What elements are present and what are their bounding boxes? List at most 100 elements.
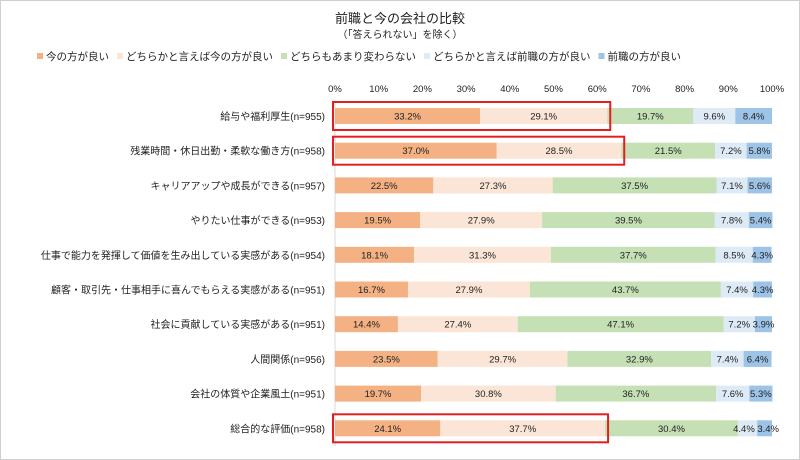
bar-segment	[335, 420, 441, 437]
x-tick-label: 70%	[631, 84, 651, 95]
legend-swatch	[598, 53, 605, 59]
bar-row: 総合的な評価(n=958) 24.1% 37.7% 30.4% 4.4% 3.4%	[230, 413, 780, 444]
data-label: 8.5%	[723, 250, 745, 261]
bar-segment	[720, 281, 754, 298]
bar-segment	[433, 177, 553, 194]
data-label: 33.2%	[394, 112, 421, 123]
chart-title: 前職と今の会社の比較	[335, 11, 465, 26]
bar-segment	[607, 108, 694, 124]
bar-segment	[552, 177, 717, 194]
legend-label: どちらもあまり変わらない	[290, 50, 416, 63]
legend-item: どちらもあまり変わらない	[281, 50, 416, 63]
data-label: 18.1%	[361, 250, 388, 261]
data-label: 37.0%	[402, 146, 429, 157]
category-label: 残業時間・休日出勤・柔軟な働き方(n=958)	[130, 145, 325, 158]
x-tick-label: 40%	[500, 84, 520, 95]
data-label: 5.3%	[750, 389, 772, 400]
bar-row: 顧客・取引先・仕事相手に喜んでもらえる実感がある(n=951) 16.7% 27.9…	[51, 281, 774, 298]
data-label: 24.1%	[374, 424, 401, 435]
bar-segment	[335, 212, 421, 229]
bar-segment	[335, 246, 415, 263]
bar-segment	[414, 246, 551, 263]
bar-segment	[754, 316, 772, 333]
data-label: 37.7%	[620, 250, 647, 261]
bar-segment	[716, 385, 750, 402]
data-label: 27.9%	[468, 216, 495, 227]
category-label: 人間関係(n=956)	[250, 354, 325, 366]
category-label: 会社の体質や企業風土(n=951)	[190, 388, 325, 401]
bar-segment	[407, 281, 530, 298]
legend-item: どちらかと言えば今の方が良い	[117, 50, 273, 63]
legend-swatch	[117, 53, 123, 59]
data-label: 39.5%	[615, 216, 642, 227]
bar-segment	[567, 350, 712, 367]
data-label: 27.3%	[480, 181, 507, 192]
x-tick-label: 20%	[413, 84, 433, 95]
bar-segment	[715, 246, 753, 263]
bar-row: やりたい仕事ができる(n=953) 19.5% 27.9% 39.5% 7.8% 5.4%	[190, 212, 773, 229]
bar-segment	[735, 108, 772, 124]
bar-row: キャリアアップや成長ができる(n=957) 22.5% 27.3% 37.5% 7.1%…	[150, 177, 772, 194]
category-label: 仕事で能力を発揮して価値を生み出している実感がある(n=954)	[41, 249, 325, 262]
bar-segment	[715, 142, 747, 159]
data-label: 32.9%	[626, 354, 653, 365]
data-label: 14.4%	[353, 320, 380, 331]
x-tick-label: 60%	[588, 84, 608, 95]
highlight-box	[332, 101, 612, 131]
data-label: 7.8%	[721, 216, 743, 227]
legend-label: 前職の方が良い	[608, 50, 682, 63]
bar-segment	[737, 420, 758, 437]
bar-segment	[335, 350, 438, 367]
bar-segment	[757, 420, 772, 437]
data-label: 7.4%	[717, 354, 739, 365]
chart-subtitle: （「答えられない」を除く）	[338, 28, 463, 41]
data-label: 37.7%	[509, 424, 536, 435]
bar-segment	[335, 177, 434, 194]
bar-segment	[752, 246, 772, 263]
bar-row: 会社の体質や企業風土(n=951) 19.7% 30.8% 36.7% 7.6% 5.3%	[190, 385, 773, 402]
bar-segment	[723, 316, 755, 333]
bar-segment	[335, 385, 422, 402]
data-label: 19.7%	[365, 389, 392, 400]
x-tick-label: 50%	[544, 84, 564, 95]
bar-row: 人間関係(n=956) 23.5% 29.7% 32.9% 7.4% 6.4%	[250, 350, 772, 367]
plot-area: 給与や福利厚生(n=955) 33.2% 29.1% 19.7% 9.6% 8.4% 残業時…	[41, 101, 780, 444]
x-tick-label: 100%	[760, 84, 785, 95]
legend-swatch	[424, 53, 430, 59]
category-label: 顧客・取引先・仕事相手に喜んでもらえる実感がある(n=951)	[51, 284, 325, 297]
bar-segment	[746, 142, 772, 159]
bar-segment	[335, 281, 408, 298]
bar-row: 社会に貢献している実感がある(n=951) 14.4% 27.4% 47.1% 7.2%…	[151, 316, 775, 333]
data-label: 5.8%	[748, 146, 770, 157]
bar-segment	[335, 316, 398, 333]
data-label: 47.1%	[607, 320, 634, 331]
x-tick-label: 0%	[328, 84, 342, 95]
data-label: 37.5%	[621, 181, 648, 192]
data-label: 28.5%	[545, 146, 572, 157]
legend-label: 今の方が良い	[46, 50, 109, 63]
bar-segment	[748, 212, 773, 229]
data-label: 23.5%	[373, 354, 400, 365]
data-label: 21.5%	[655, 146, 682, 157]
legend-swatch	[281, 53, 287, 59]
data-label: 7.6%	[722, 389, 744, 400]
legend: 今の方が良い どちらかと言えば今の方が良い どちらもあまり変わらない どちらかと言えば…	[37, 50, 681, 63]
x-tick-label: 10%	[369, 84, 389, 95]
data-label: 3.9%	[753, 320, 775, 331]
bar-segment	[517, 316, 724, 333]
data-label: 5.6%	[749, 181, 771, 192]
legend-swatch	[37, 53, 43, 59]
bar-segment	[440, 420, 606, 437]
x-tick-label: 30%	[457, 84, 477, 95]
bar-segment	[555, 385, 717, 402]
data-label: 19.5%	[364, 216, 391, 227]
data-label: 9.6%	[703, 112, 725, 123]
bar-row: 給与や福利厚生(n=955) 33.2% 29.1% 19.7% 9.6% 8.4%	[220, 101, 772, 131]
data-label: 30.8%	[475, 389, 502, 400]
legend-item: どちらかと言えば前職の方が良い	[424, 50, 591, 63]
data-label: 7.1%	[721, 181, 743, 192]
legend-label: どちらかと言えば前職の方が良い	[433, 50, 591, 63]
data-label: 7.4%	[726, 285, 748, 296]
bar-segment	[753, 281, 772, 298]
